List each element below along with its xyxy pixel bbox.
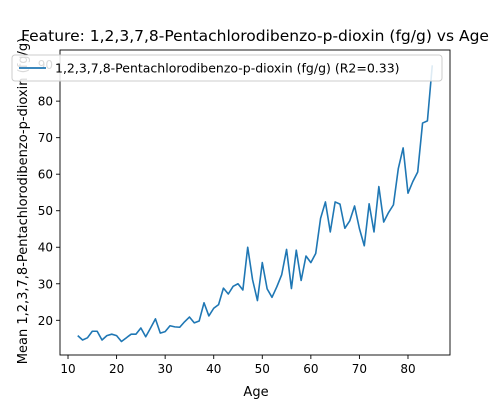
y-tick-label: 20 — [38, 314, 53, 328]
legend-box — [11, 54, 443, 82]
x-tick-label: 30 — [158, 362, 173, 376]
x-axis: 10 20 30 40 50 60 70 80 — [60, 355, 416, 376]
axes-frame — [59, 49, 451, 356]
chart-title: Feature: 1,2,3,7,8-Pentachlorodibenzo-p-… — [21, 27, 489, 45]
y-tick-label: 50 — [38, 204, 53, 218]
y-tick-label: 30 — [38, 277, 53, 291]
plot-area — [59, 49, 451, 356]
y-tick-label: 60 — [38, 168, 53, 182]
y-axis-label: Mean 1,2,3,7,8-Pentachlorodibenzo-p-diox… — [16, 38, 31, 364]
x-axis-label: Age — [243, 385, 268, 400]
x-tick-label: 80 — [400, 362, 415, 376]
x-tick-label: 20 — [109, 362, 124, 376]
y-tick-label: 70 — [38, 131, 53, 145]
legend-entry-label: 1,2,3,7,8-Pentachlorodibenzo-p-dioxin (f… — [55, 61, 400, 76]
x-tick-label: 10 — [60, 362, 75, 376]
x-tick-label: 60 — [303, 362, 318, 376]
legend: 1,2,3,7,8-Pentachlorodibenzo-p-dioxin (f… — [11, 54, 443, 82]
x-tick-label: 40 — [206, 362, 221, 376]
y-tick-label: 80 — [38, 95, 53, 109]
x-tick-label: 50 — [255, 362, 270, 376]
y-tick-label: 40 — [38, 241, 53, 255]
x-tick-label: 70 — [352, 362, 367, 376]
series-line-0 — [77, 65, 434, 343]
